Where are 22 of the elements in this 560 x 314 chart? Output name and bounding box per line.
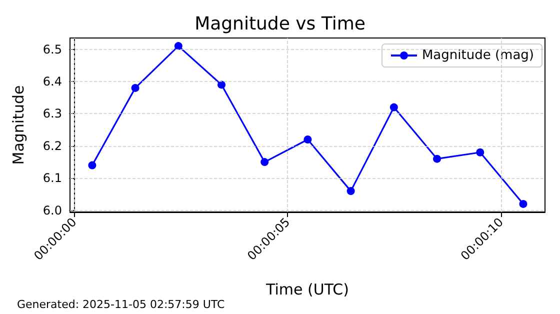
point bbox=[519, 200, 528, 208]
point bbox=[131, 84, 140, 92]
y-tick-label: 6.4 bbox=[42, 74, 62, 88]
y-tick-label: 6.3 bbox=[42, 106, 62, 121]
point bbox=[260, 158, 269, 166]
x-axis-title: Time (UTC) bbox=[265, 280, 349, 298]
point bbox=[218, 80, 226, 89]
point bbox=[433, 154, 442, 163]
legend-label: Magnitude (mag) bbox=[422, 48, 534, 63]
y-axis-title: Magnitude bbox=[10, 85, 28, 165]
point bbox=[346, 187, 355, 196]
y-tick-label: 6.5 bbox=[42, 42, 62, 56]
y-tick-label: 6.0 bbox=[42, 203, 62, 218]
point bbox=[390, 103, 398, 112]
point bbox=[304, 136, 312, 144]
y-tick-label: 6.2 bbox=[42, 138, 62, 153]
y-tick-label: 6.1 bbox=[42, 171, 62, 186]
chart-title: Magnitude vs Time bbox=[194, 14, 366, 34]
point bbox=[88, 161, 96, 170]
text: Generated: 2025-11-05 02:57:59 UTC bbox=[17, 298, 226, 311]
point bbox=[476, 148, 484, 156]
point bbox=[174, 42, 182, 50]
